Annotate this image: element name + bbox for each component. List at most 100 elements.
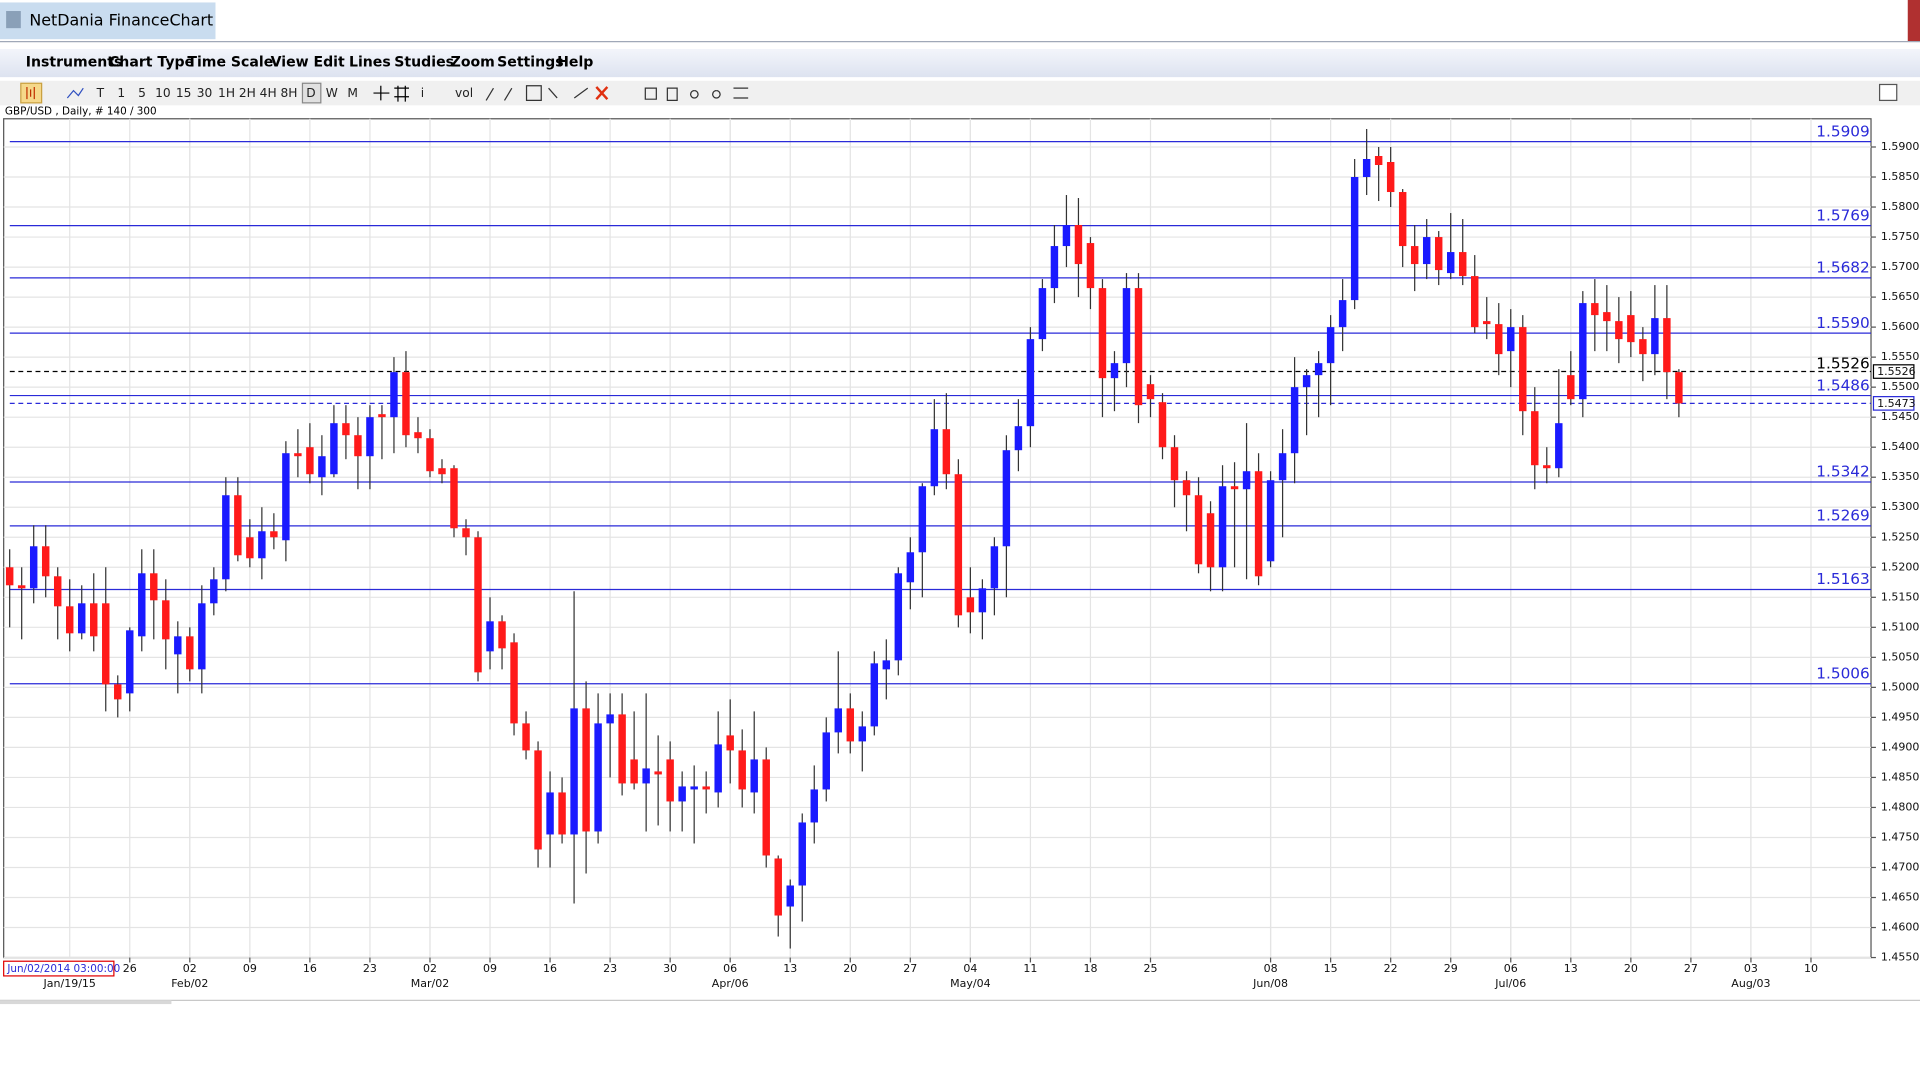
- candle-body: [786, 885, 794, 907]
- cursor-date-box: [3, 960, 115, 977]
- candle-body: [738, 750, 746, 790]
- candle-body: [894, 573, 903, 661]
- tool-line-icon[interactable]: [66, 87, 84, 99]
- candle-body: [1531, 411, 1539, 466]
- scroll-tab: [0, 1000, 172, 1005]
- candle-body: [282, 453, 290, 541]
- candle-body: [1014, 426, 1023, 451]
- level-label: 1.5163: [1816, 570, 1870, 588]
- candle-body: [1495, 324, 1503, 355]
- x-tick-label: 06: [1504, 962, 1518, 975]
- toolbar-button[interactable]: 5: [138, 86, 146, 100]
- candle-body: [186, 636, 194, 670]
- candle-body: [1579, 303, 1587, 400]
- toolbar-button[interactable]: 8H: [280, 86, 297, 100]
- menu-item[interactable]: Lines: [349, 54, 391, 70]
- menu-item[interactable]: Settings: [497, 54, 563, 70]
- candle-body: [1362, 159, 1371, 178]
- candle-body: [1603, 312, 1611, 322]
- y-tick-label: 1.5150: [1881, 590, 1920, 603]
- x-tick-label: 02: [183, 962, 197, 975]
- x-tick-label: 23: [603, 962, 617, 975]
- candle-body: [1555, 423, 1563, 469]
- candle-body: [1206, 513, 1215, 568]
- toolbar-button[interactable]: 15: [176, 86, 192, 100]
- candle-body: [498, 621, 506, 649]
- candle-body: [558, 792, 566, 835]
- y-tick-label: 1.5750: [1881, 230, 1920, 243]
- plot-area: [3, 118, 1872, 959]
- candle-body: [1002, 450, 1011, 547]
- x-tick-label: 02: [423, 962, 437, 975]
- y-tick-label: 1.5500: [1881, 380, 1920, 393]
- candle-body: [162, 600, 170, 640]
- x-major-label: Feb/02: [171, 977, 208, 990]
- candle-body: [1110, 363, 1119, 379]
- menu-item[interactable]: Studies: [394, 54, 454, 70]
- x-tick-label: 15: [1324, 962, 1338, 975]
- toolbar-button[interactable]: 30: [197, 86, 213, 100]
- candle-body: [1434, 237, 1443, 271]
- tool-bars-icon[interactable]: [26, 86, 35, 100]
- candle-body: [1651, 318, 1659, 355]
- last-close-label: 1.5526: [1816, 355, 1870, 373]
- toolbar-button[interactable]: vol: [455, 86, 473, 100]
- toolbar-button[interactable]: i: [421, 86, 424, 100]
- candle-body: [714, 744, 722, 793]
- menu-item[interactable]: Help: [557, 54, 593, 70]
- candle-body: [366, 417, 374, 457]
- y-tick-label: 1.5550: [1881, 350, 1920, 363]
- menu-item[interactable]: Edit: [313, 54, 345, 70]
- level-label: 1.5269: [1816, 507, 1870, 525]
- x-tick-label: 10: [1804, 962, 1818, 975]
- candle-body: [378, 414, 386, 418]
- candle-body: [1170, 447, 1179, 481]
- candle-body: [750, 759, 758, 793]
- x-major-label: Aug/03: [1731, 977, 1770, 990]
- toolbar-button[interactable]: M: [347, 86, 358, 100]
- tool-grid-icons[interactable]: [373, 85, 409, 102]
- toolbar-button[interactable]: 10: [155, 86, 171, 100]
- menu-item[interactable]: Zoom: [451, 54, 495, 70]
- tool-delete-icon[interactable]: [595, 86, 609, 101]
- toolbar-button[interactable]: 1: [117, 86, 125, 100]
- toolbar-button[interactable]: 1H: [218, 86, 235, 100]
- y-tick-label: 1.4550: [1881, 951, 1920, 964]
- y-tick-label: 1.5400: [1881, 440, 1920, 453]
- candle-body: [1194, 495, 1203, 565]
- candle-body: [870, 663, 879, 727]
- menu-item[interactable]: Chart Type: [109, 54, 194, 70]
- candle-body: [1483, 321, 1491, 325]
- candle-body: [1386, 162, 1395, 193]
- candle-body: [1471, 276, 1479, 328]
- candle-body: [618, 714, 626, 784]
- x-tick-label: 11: [1023, 962, 1037, 975]
- x-tick-label: 09: [243, 962, 257, 975]
- candle-body: [1290, 387, 1299, 454]
- menu-item[interactable]: Time Scale: [187, 54, 273, 70]
- tool-draw-icons[interactable]: [485, 85, 589, 102]
- toolbar-button[interactable]: D: [306, 86, 315, 100]
- toolbar-button[interactable]: 2H: [239, 86, 256, 100]
- x-tick-label: 16: [303, 962, 317, 975]
- toolbar-button[interactable]: W: [326, 86, 338, 100]
- candle-body: [1615, 321, 1623, 340]
- toolbar-button[interactable]: T: [96, 86, 105, 100]
- tool-daily[interactable]: [301, 82, 322, 104]
- app-icon: [6, 11, 21, 29]
- tool-panel-icon[interactable]: [1878, 83, 1898, 102]
- candle-body: [666, 759, 674, 802]
- candle-body: [774, 858, 782, 916]
- level-label: 1.5909: [1816, 122, 1870, 140]
- menu-item[interactable]: View: [271, 54, 309, 70]
- candle-body: [138, 573, 146, 637]
- menu-item[interactable]: Instruments: [26, 54, 123, 70]
- candle-body: [942, 429, 951, 475]
- candle-body: [198, 603, 206, 670]
- toolbar-button[interactable]: 4H: [260, 86, 277, 100]
- tool-view-icons[interactable]: [644, 87, 749, 102]
- y-tick-label: 1.5700: [1881, 260, 1920, 273]
- x-major-label: Jan/19/15: [43, 977, 96, 990]
